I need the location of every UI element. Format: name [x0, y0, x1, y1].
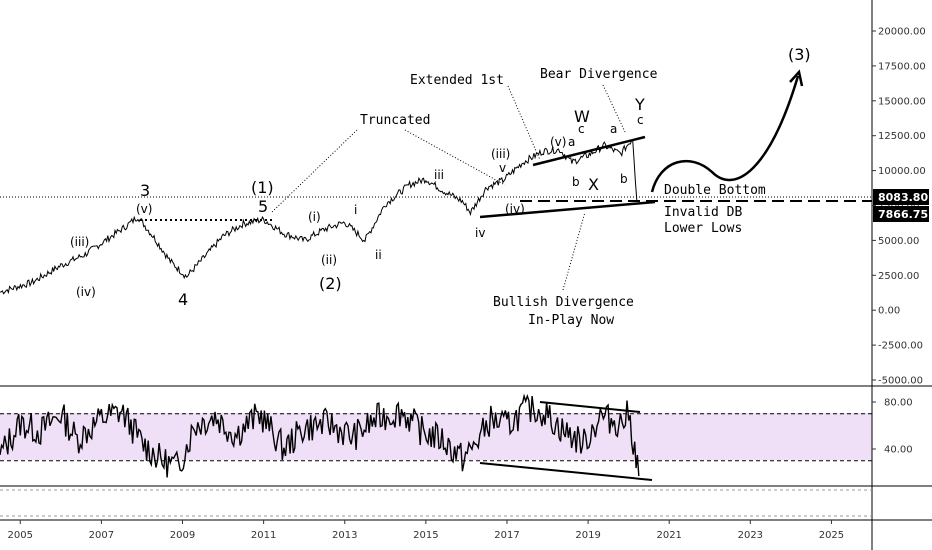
y-tick-label: -2500.00: [878, 341, 923, 352]
wave-label-w: W: [574, 107, 590, 126]
annotation-bear-divergence: Bear Divergence: [540, 67, 658, 82]
x-tick-label: 2017: [494, 530, 519, 541]
wave-label-a-2: a: [610, 122, 617, 136]
y-tick-label: -5000.00: [878, 376, 923, 387]
annotation-extended-1st: Extended 1st: [410, 73, 504, 88]
rsi-levels: [0, 413, 872, 462]
annotation-truncated: Truncated: [360, 113, 430, 128]
wave-label-b-2: b: [620, 172, 628, 186]
wave-label-5: 5: [258, 197, 268, 216]
wave-label-c-1: c: [578, 122, 585, 136]
rsi-bear-trendline: [539, 401, 641, 413]
x-tick-label: 2023: [738, 530, 763, 541]
x-axis-ticks: 2005 2007 2009 2011 2013 2015 2017 2019 2021 2023…: [8, 520, 844, 541]
x-tick-label: 2005: [8, 530, 33, 541]
projection-curve: [650, 75, 800, 193]
price-panel[interactable]: [0, 0, 872, 386]
annotation-lower-lows: Lower Lows: [664, 221, 742, 236]
wave-label-a-1: a: [568, 135, 575, 149]
y-tick-label: 15000.00: [878, 96, 926, 107]
wave-label-iv-sub: (iv): [505, 202, 525, 216]
annotation-double-bottom: Double Bottom: [664, 183, 766, 198]
wave-label-ii-minor: ii: [375, 248, 382, 262]
wave-label-iii-sub: (iii): [491, 147, 510, 161]
wave-label-iv-minor: iv: [475, 226, 485, 240]
rsi-series-line: [0, 393, 640, 478]
x-tick-label: 2007: [89, 530, 114, 541]
wave-label-4: 4: [178, 290, 188, 309]
wave-label-i-minor: i: [354, 203, 357, 217]
wave-label-i-paren: (i): [308, 210, 321, 224]
price-series-line: [0, 139, 638, 295]
y-tick-label: 0.00: [878, 306, 900, 317]
x-tick-label: 2015: [413, 530, 438, 541]
x-tick-label: 2013: [332, 530, 357, 541]
annotation-bullish-divergence: Bullish Divergence: [493, 295, 634, 310]
y-tick-label: 10000.00: [878, 166, 926, 177]
wave-label-c-2: c: [637, 113, 644, 127]
rsi-tick-label: 40.00: [884, 445, 913, 456]
annotation-in-play-now: In-Play Now: [528, 313, 614, 328]
wave-label-b-1: b: [572, 175, 580, 189]
wave-label-iii-paren: (iii): [70, 235, 89, 249]
wave-label-v-minor: v: [499, 161, 506, 175]
rsi-bull-trendline: [479, 462, 653, 481]
wave-label-iii-minor: iii: [434, 168, 444, 182]
truncated-callout-2: [404, 129, 506, 186]
bear-trendline: [532, 135, 646, 167]
wave-label-2-paren: (2): [319, 274, 342, 293]
y-tick-label: 5000.00: [878, 236, 919, 247]
x-tick-label: 2021: [656, 530, 681, 541]
projection-arrow-icon: [789, 69, 804, 87]
wave-label-v-major: (v): [136, 202, 152, 216]
wave-label-iv-paren: (iv): [76, 285, 96, 299]
price-tag-1-label: 8083.80: [878, 191, 928, 204]
wave-label-3: 3: [140, 181, 150, 200]
annotation-invalid-db: Invalid DB: [664, 205, 742, 220]
wave-label-v-sub: (v): [550, 135, 566, 149]
wave-label-1-paren: (1): [251, 178, 274, 197]
y-tick-label: 12500.00: [878, 131, 926, 142]
price-tag-1: 8083.80: [873, 189, 929, 205]
x-tick-label: 2009: [170, 530, 195, 541]
wave-label-3-target: (3): [788, 45, 811, 64]
y-tick-label: 17500.00: [878, 61, 926, 72]
bull-trendline: [479, 200, 656, 219]
rsi-tick-label: 80.00: [884, 398, 913, 409]
y-tick-label: 20000.00: [878, 27, 926, 38]
x-tick-label: 2011: [251, 530, 276, 541]
rsi-axis-ticks: 80.00 40.00: [872, 398, 913, 456]
x-tick-label: 2025: [819, 530, 844, 541]
y-tick-label: 2500.00: [878, 271, 919, 282]
x-tick-label: 2019: [575, 530, 600, 541]
wave-label-x: X: [588, 175, 599, 194]
price-tag-2: 7866.75: [873, 206, 929, 222]
price-tag-2-label: 7866.75: [878, 208, 928, 221]
wave-label-y: Y: [634, 95, 645, 114]
wave-label-ii-paren: (ii): [321, 253, 337, 267]
